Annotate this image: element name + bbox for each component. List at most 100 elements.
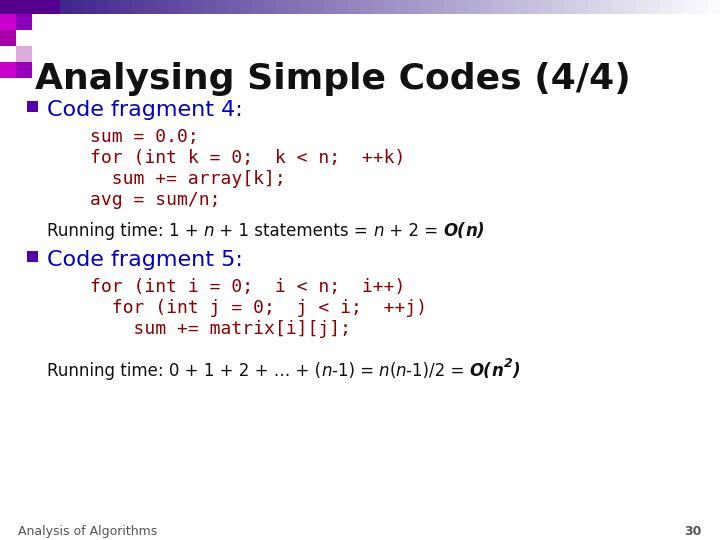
Bar [216,0,229,14]
Bar [108,0,121,14]
Text: n: n [379,362,390,380]
Bar [16,62,32,78]
Text: Running time: 1 +: Running time: 1 + [47,222,204,240]
Bar [336,0,349,14]
Text: ): ) [512,362,520,380]
Text: ): ) [477,222,485,240]
Text: n: n [204,222,215,240]
Bar [384,0,397,14]
Text: n: n [396,362,406,380]
Bar [516,0,529,14]
Bar [552,0,565,14]
Bar [300,0,313,14]
Bar [576,0,589,14]
Bar [0,62,16,78]
Bar [564,0,577,14]
Text: + 2 =: + 2 = [384,222,444,240]
Bar [492,0,505,14]
Text: -1) =: -1) = [331,362,379,380]
Bar [192,0,205,14]
Text: Code fragment 4:: Code fragment 4: [47,100,243,120]
Text: O(: O( [470,362,492,380]
Text: avg = sum/n;: avg = sum/n; [90,191,220,209]
Bar [708,0,720,14]
Bar [408,0,421,14]
Bar [696,0,709,14]
Bar [396,0,409,14]
Text: for (int i = 0;  i < n;  i++): for (int i = 0; i < n; i++) [90,278,405,296]
Bar [72,0,85,14]
Bar [348,0,361,14]
Bar [240,0,253,14]
Bar [60,0,73,14]
Bar [132,0,145,14]
Bar [312,0,325,14]
Bar [27,101,38,112]
Text: n: n [321,362,331,380]
Bar [12,0,25,14]
Bar [636,0,649,14]
Text: for (int j = 0;  j < i;  ++j): for (int j = 0; j < i; ++j) [90,299,427,317]
Text: Analysing Simple Codes (4/4): Analysing Simple Codes (4/4) [35,62,631,96]
Text: sum += array[k];: sum += array[k]; [90,170,286,188]
Bar [420,0,433,14]
Bar [456,0,469,14]
Bar [16,14,32,30]
Text: n: n [374,222,384,240]
Text: sum += matrix[i][j];: sum += matrix[i][j]; [90,320,351,338]
Text: O(: O( [444,222,465,240]
Bar [432,0,445,14]
Text: + 1 statements =: + 1 statements = [215,222,374,240]
Bar [468,0,481,14]
Bar [96,0,109,14]
Text: Running time: 0 + 1 + 2 + … + (: Running time: 0 + 1 + 2 + … + ( [47,362,321,380]
Bar [648,0,661,14]
Bar [156,0,169,14]
Bar [360,0,373,14]
Text: 30: 30 [685,525,702,538]
Bar [48,0,61,14]
Bar [0,0,13,14]
Bar [27,251,38,262]
Bar [288,0,301,14]
Text: Analysis of Algorithms: Analysis of Algorithms [18,525,157,538]
Bar [16,30,32,46]
Text: n: n [465,222,477,240]
Bar [0,14,16,30]
Text: for (int k = 0;  k < n;  ++k): for (int k = 0; k < n; ++k) [90,149,405,167]
Bar [324,0,337,14]
Text: -1)/2 =: -1)/2 = [406,362,470,380]
Bar [624,0,637,14]
Bar [444,0,457,14]
Bar [600,0,613,14]
Bar [252,0,265,14]
Bar [180,0,193,14]
Text: n: n [492,362,503,380]
Bar [588,0,601,14]
Bar [24,0,37,14]
Bar [480,0,493,14]
Bar [264,0,277,14]
Bar [168,0,181,14]
Bar [528,0,541,14]
Bar [372,0,385,14]
Bar [144,0,157,14]
Text: sum = 0.0;: sum = 0.0; [90,128,199,146]
Bar [16,46,32,62]
Bar [36,0,49,14]
Bar [0,30,16,46]
Bar [228,0,241,14]
Bar [612,0,625,14]
Text: (: ( [390,362,396,380]
Bar [672,0,685,14]
Text: 2: 2 [503,357,512,370]
Bar [504,0,517,14]
Bar [120,0,133,14]
Bar [84,0,97,14]
Bar [540,0,553,14]
Bar [660,0,673,14]
Text: Code fragment 5:: Code fragment 5: [47,250,243,270]
Bar [0,46,16,62]
Bar [276,0,289,14]
Bar [684,0,697,14]
